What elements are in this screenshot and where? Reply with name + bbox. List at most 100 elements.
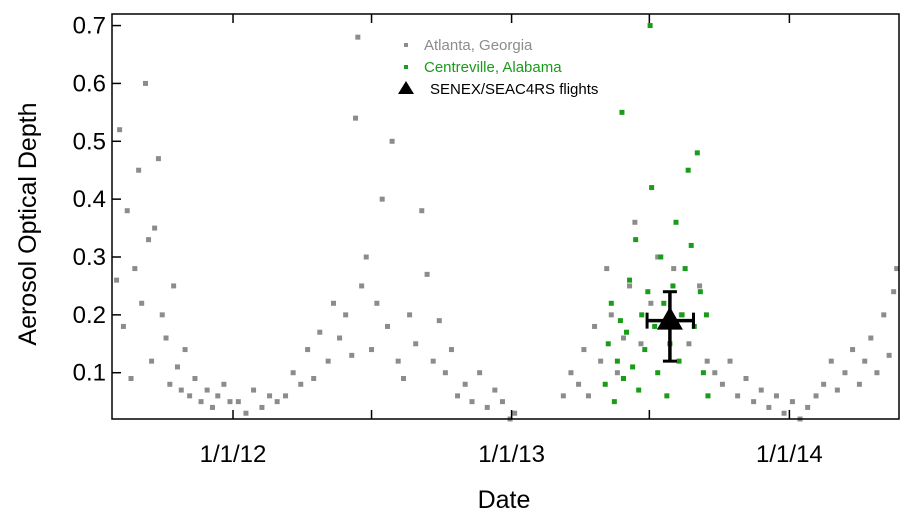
data-point [620, 376, 626, 381]
data-point [856, 381, 862, 387]
data-point [136, 167, 142, 173]
data-point [781, 410, 787, 416]
data-point [648, 300, 654, 306]
data-point [639, 312, 645, 318]
data-point [682, 266, 688, 272]
y-axis-title: Aerosol Optical Depth [14, 102, 42, 345]
data-point [627, 283, 633, 289]
y-tick-label: 0.7 [73, 13, 106, 40]
data-point [560, 393, 566, 399]
legend-label: Centreville, Alabama [424, 59, 562, 76]
data-point [585, 393, 591, 399]
data-point [171, 283, 177, 289]
data-point [604, 266, 610, 272]
data-point [821, 381, 827, 387]
data-point [619, 109, 625, 115]
data-point [881, 312, 887, 318]
data-point [413, 341, 419, 347]
legend-marker [398, 81, 414, 94]
data-point [442, 370, 448, 376]
data-point [602, 381, 608, 387]
data-point [192, 376, 198, 381]
data-point [290, 370, 296, 376]
data-point [727, 358, 733, 364]
data-point [676, 358, 682, 364]
data-point [636, 387, 642, 393]
data-point [758, 387, 764, 393]
data-point [227, 399, 233, 405]
data-point [512, 410, 518, 416]
data-point [679, 312, 685, 318]
data-point [139, 300, 145, 306]
data-point [664, 393, 670, 399]
y-tick-label: 0.2 [73, 302, 106, 329]
data-point [499, 399, 505, 405]
data-point [649, 185, 655, 191]
data-point [363, 254, 369, 260]
legend-marker [404, 43, 408, 47]
data-point [891, 289, 897, 295]
x-tick-label: 1/1/12 [200, 441, 267, 468]
data-point [627, 277, 633, 283]
data-point [608, 312, 614, 318]
data-point [167, 381, 173, 387]
data-point [605, 341, 611, 347]
data-point [419, 208, 425, 214]
data-point [221, 381, 227, 387]
x-tick-label: 1/1/13 [478, 441, 545, 468]
data-point [576, 381, 582, 387]
data-point [655, 254, 661, 260]
data-point [325, 358, 331, 364]
data-point [114, 277, 120, 283]
data-point [789, 399, 795, 405]
data-point [317, 329, 323, 335]
data-point [163, 335, 169, 341]
legend-label: Atlanta, Georgia [424, 37, 533, 54]
data-point [407, 312, 413, 318]
data-point [834, 387, 840, 393]
data-point [187, 393, 193, 399]
data-point [670, 283, 676, 289]
data-point [655, 370, 661, 376]
data-point [359, 283, 365, 289]
plot-marks [114, 23, 900, 422]
data-point [120, 323, 126, 329]
data-point [581, 347, 587, 353]
data-point [274, 399, 280, 405]
y-tick-label: 0.5 [73, 128, 106, 155]
y-tick-label: 0.1 [73, 360, 106, 387]
series-3 [645, 290, 695, 363]
data-point [117, 127, 123, 133]
data-point [259, 404, 265, 410]
data-point [608, 300, 614, 306]
data-point [209, 404, 215, 410]
data-point [204, 387, 210, 393]
data-point [369, 347, 375, 353]
data-point [598, 358, 604, 364]
data-point [215, 393, 221, 399]
data-point [671, 266, 677, 272]
series-2 [602, 23, 711, 405]
data-point [492, 387, 498, 393]
data-point [395, 358, 401, 364]
data-point [353, 115, 359, 121]
data-point [124, 208, 130, 214]
data-point [704, 358, 710, 364]
data-point [862, 358, 868, 364]
data-point [688, 242, 694, 248]
data-point [647, 23, 653, 29]
series-1 [114, 34, 900, 422]
data-point [645, 289, 651, 295]
x-axis-title: Date [478, 486, 531, 514]
data-point [251, 387, 257, 393]
data-point [685, 167, 691, 173]
data-point [868, 335, 874, 341]
legend-label: SENEX/SEAC4RS flights [430, 81, 598, 98]
data-point [614, 370, 620, 376]
data-point [155, 156, 161, 162]
data-point [686, 341, 692, 347]
data-point [694, 150, 700, 156]
data-point [703, 312, 709, 318]
data-point [355, 34, 361, 40]
data-point [198, 399, 204, 405]
